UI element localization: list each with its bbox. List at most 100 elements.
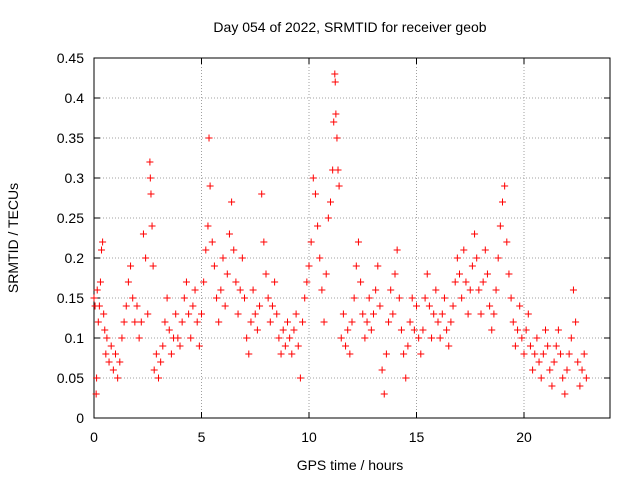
data-point bbox=[529, 366, 537, 374]
data-point bbox=[137, 318, 145, 326]
data-point bbox=[232, 278, 240, 286]
data-point bbox=[105, 358, 113, 366]
y-tick-label: 0.15 bbox=[57, 290, 84, 306]
data-point bbox=[350, 294, 358, 302]
data-point bbox=[101, 326, 109, 334]
data-point bbox=[466, 286, 474, 294]
y-tick-label: 0.4 bbox=[65, 90, 85, 106]
y-tick-label: 0.05 bbox=[57, 370, 84, 386]
data-point bbox=[417, 350, 425, 358]
data-point bbox=[206, 182, 214, 190]
data-point bbox=[539, 350, 547, 358]
y-tick-label: 0.45 bbox=[57, 50, 84, 66]
data-point bbox=[332, 110, 340, 118]
data-point bbox=[124, 278, 132, 286]
x-axis-label: GPS time / hours bbox=[297, 457, 404, 473]
data-point bbox=[499, 198, 506, 206]
data-point bbox=[309, 174, 317, 182]
data-point bbox=[256, 302, 264, 310]
data-point bbox=[185, 310, 193, 318]
data-point bbox=[550, 358, 558, 366]
data-point bbox=[483, 270, 491, 278]
data-point bbox=[288, 350, 296, 358]
data-point bbox=[511, 342, 519, 350]
data-point bbox=[249, 286, 257, 294]
data-point bbox=[479, 278, 487, 286]
data-point bbox=[200, 278, 208, 286]
data-point bbox=[208, 238, 216, 246]
data-point bbox=[367, 326, 375, 334]
data-point bbox=[92, 390, 100, 398]
data-point bbox=[228, 198, 236, 206]
data-point bbox=[346, 350, 354, 358]
data-point bbox=[238, 254, 246, 262]
data-point bbox=[546, 366, 554, 374]
data-point bbox=[490, 310, 498, 318]
data-point bbox=[428, 334, 436, 342]
data-point bbox=[518, 334, 526, 342]
data-point bbox=[477, 310, 485, 318]
data-point bbox=[430, 310, 438, 318]
data-point bbox=[567, 334, 575, 342]
data-point bbox=[330, 118, 338, 126]
data-point bbox=[494, 254, 502, 262]
data-point bbox=[204, 222, 212, 230]
data-point bbox=[236, 286, 244, 294]
data-point bbox=[268, 302, 276, 310]
data-point bbox=[131, 318, 139, 326]
data-point bbox=[292, 310, 300, 318]
data-point bbox=[307, 238, 315, 246]
data-point bbox=[548, 382, 556, 390]
data-point bbox=[95, 302, 103, 310]
data-point bbox=[260, 238, 268, 246]
data-point bbox=[578, 366, 586, 374]
data-point bbox=[215, 318, 223, 326]
data-point bbox=[544, 342, 552, 350]
data-point bbox=[161, 318, 169, 326]
data-point bbox=[253, 326, 261, 334]
y-tick-label: 0.25 bbox=[57, 210, 84, 226]
data-point bbox=[107, 342, 115, 350]
data-point bbox=[415, 334, 423, 342]
data-point bbox=[365, 294, 373, 302]
data-point bbox=[406, 318, 414, 326]
data-point bbox=[524, 310, 532, 318]
data-point bbox=[102, 350, 110, 358]
data-point bbox=[488, 326, 496, 334]
data-point bbox=[116, 358, 124, 366]
data-point bbox=[202, 246, 210, 254]
data-point bbox=[363, 318, 371, 326]
data-point bbox=[582, 374, 590, 382]
data-point bbox=[563, 366, 571, 374]
data-point bbox=[561, 390, 569, 398]
data-point bbox=[299, 318, 307, 326]
data-point bbox=[264, 294, 272, 302]
data-point bbox=[361, 334, 369, 342]
data-point bbox=[468, 262, 476, 270]
data-point bbox=[122, 302, 130, 310]
data-point bbox=[305, 262, 313, 270]
data-point bbox=[572, 318, 580, 326]
data-point bbox=[135, 334, 143, 342]
data-point bbox=[318, 286, 326, 294]
data-point bbox=[481, 246, 489, 254]
data-point bbox=[492, 286, 500, 294]
data-point bbox=[410, 326, 418, 334]
data-point bbox=[142, 254, 150, 262]
data-point bbox=[178, 318, 186, 326]
data-point bbox=[333, 134, 341, 142]
data-point bbox=[273, 310, 281, 318]
data-point bbox=[385, 318, 393, 326]
data-point bbox=[453, 254, 461, 262]
data-point bbox=[311, 190, 319, 198]
data-point bbox=[129, 294, 137, 302]
data-point bbox=[486, 302, 494, 310]
data-point bbox=[451, 278, 459, 286]
data-point bbox=[531, 350, 539, 358]
y-tick-labels: 0 0.05 0.1 0.15 0.2 0.25 0.3 0.35 0.4 0.45 bbox=[57, 50, 84, 426]
data-point bbox=[569, 286, 577, 294]
data-point bbox=[281, 342, 289, 350]
data-point bbox=[574, 358, 582, 366]
data-point bbox=[133, 302, 141, 310]
data-point bbox=[514, 326, 522, 334]
